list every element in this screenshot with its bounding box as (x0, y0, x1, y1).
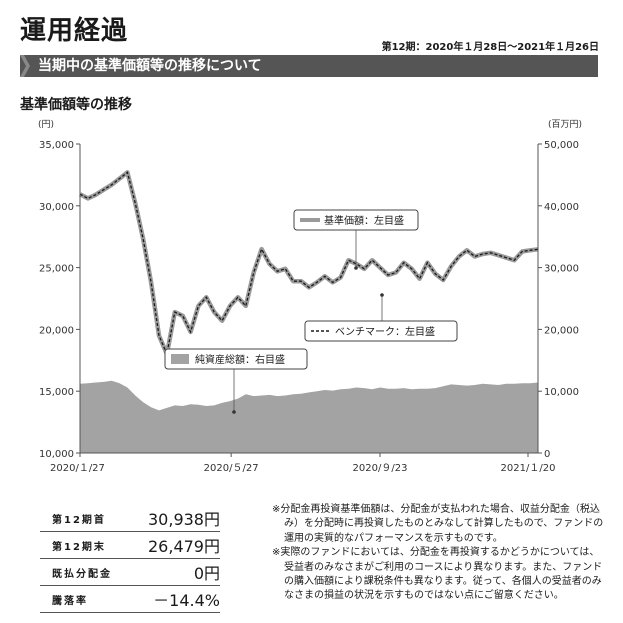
right-unit-label: (百万円) (548, 119, 582, 130)
period-label: 第12期：2020年１月28日～2021年１月26日 (381, 42, 599, 53)
legend-leader-dot (380, 293, 384, 297)
y-tick-label: 10,000 (39, 449, 74, 460)
y2-tick-label: 10,000 (544, 387, 579, 398)
stat-label: 第12期末 (40, 531, 116, 559)
legend-box (304, 320, 458, 342)
legend-box (164, 348, 308, 370)
stat-value: －14.4% (116, 585, 220, 613)
chart-section-title: 基準価額等の推移 (20, 97, 132, 113)
y2-tick-label: 20,000 (544, 325, 579, 336)
legend-item: ベンチマーク：左目盛 (304, 293, 458, 342)
stat-label: 第12期首 (40, 505, 116, 532)
benchmark-line (79, 171, 539, 357)
stat-value: 0円 (116, 558, 220, 586)
x-tick-label: 2020/５/27 (204, 463, 259, 474)
y2-tick-label: 50,000 (544, 140, 579, 151)
x-tick-label: 2020/１/27 (50, 463, 105, 474)
legend-leader-dot (232, 410, 236, 414)
section-banner: 当期中の基準価額等の推移について (20, 55, 598, 77)
legend-item: 純資産総額：右目盛 (164, 348, 308, 414)
stats-row: 既払分配金 0円 (40, 558, 220, 586)
y-tick-label: 15,000 (39, 387, 74, 398)
stat-label: 騰落率 (40, 585, 116, 613)
stats-row: 第12期末 26,479円 (40, 531, 220, 559)
legend-box (293, 209, 419, 231)
x-tick-label: 2020/９/23 (353, 463, 408, 474)
stat-value: 26,479円 (116, 531, 220, 559)
y2-tick-label: 0 (544, 449, 550, 460)
footnote-1: ※分配金再投資基準価額は、分配金が支払われた場合、収益分配金（税込み）を分配時に… (272, 504, 604, 544)
nav-chart: (円) (百万円) 35,000 30,000 25,000 20,000 15,000 10… (38, 119, 582, 474)
net-assets-area (80, 380, 538, 453)
stats-row: 第12期首 30,938円 (40, 505, 220, 532)
legend-label: ベンチマーク：左目盛 (335, 325, 435, 338)
left-unit-label: (円) (38, 119, 54, 130)
legend-label: 基準価額：左目盛 (324, 214, 404, 227)
stats-table: 第12期首 30,938円 第12期末 26,479円 既払分配金 0円 騰落率… (40, 505, 220, 613)
footnote-2: ※実際のファンドにおいては、分配金を再投資するかどうかについては、受益者のみなさ… (272, 547, 603, 602)
stat-value: 30,938円 (116, 505, 220, 532)
y-tick-label: 25,000 (39, 264, 74, 275)
legend-label: 純資産総額：右目盛 (195, 353, 285, 366)
y2-tick-label: 30,000 (544, 264, 579, 275)
x-tick-label: 2021/１/20 (501, 463, 556, 474)
y-tick-label: 35,000 (39, 140, 74, 151)
y2-tick-label: 40,000 (544, 202, 579, 213)
legend-leader-dot (354, 266, 358, 270)
banner-text: 当期中の基準価額等の推移について (38, 58, 262, 74)
y-tick-label: 30,000 (39, 202, 74, 213)
legend-item: 基準価額：左目盛 (293, 209, 419, 270)
footnotes: ※分配金再投資基準価額は、分配金が支払われた場合、収益分配金（税込み）を分配時に… (272, 503, 608, 604)
y-tick-label: 20,000 (39, 325, 74, 336)
stats-row: 騰落率 －14.4% (40, 585, 220, 613)
stat-label: 既払分配金 (40, 558, 116, 586)
legend-swatch-area (171, 354, 189, 364)
page-title: 運用経過 (20, 16, 129, 46)
